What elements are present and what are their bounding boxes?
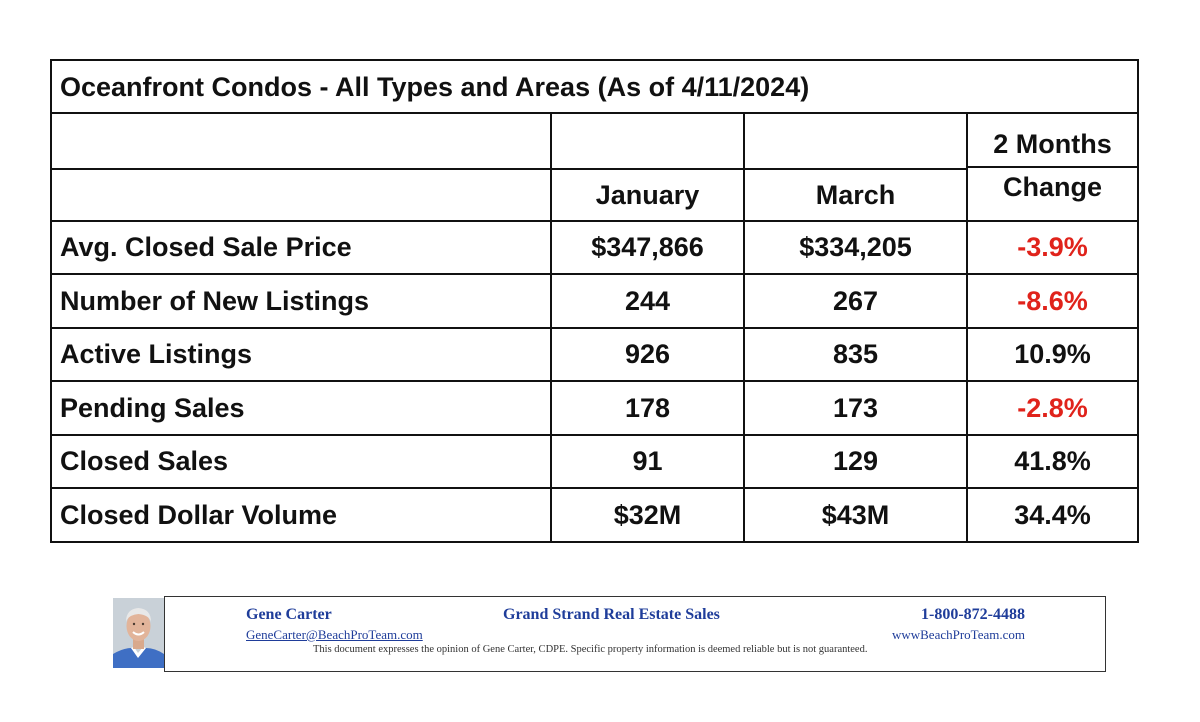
row-january-value: 244 xyxy=(552,275,745,329)
row-march-value: 173 xyxy=(745,382,968,436)
row-march-value: 129 xyxy=(745,436,968,489)
row-label: Closed Sales xyxy=(52,436,552,489)
row-march-value: $43M xyxy=(745,489,968,541)
row-january-value: 178 xyxy=(552,382,745,436)
company-name: Grand Strand Real Estate Sales xyxy=(503,606,720,623)
market-stats-table: Oceanfront Condos - All Types and Areas … xyxy=(50,59,1139,543)
header-change-line1: 2 Months xyxy=(968,114,1137,168)
website-link[interactable]: wwwBeachProTeam.com xyxy=(891,627,1025,642)
row-march-value: 835 xyxy=(745,329,968,382)
row-change-value: 10.9% xyxy=(968,329,1137,382)
header-label-blank xyxy=(52,168,552,222)
phone-number[interactable]: 1-800-872-4488 xyxy=(921,606,1025,623)
row-january-value: $347,866 xyxy=(552,222,745,275)
disclaimer-text: This document expresses the opinion of G… xyxy=(313,644,868,655)
header-empty-march xyxy=(745,114,968,168)
agent-photo xyxy=(113,598,164,668)
header-empty-label xyxy=(52,114,552,168)
header-march: March xyxy=(745,168,968,222)
row-january-value: 926 xyxy=(552,329,745,382)
row-change-value: -2.8% xyxy=(968,382,1137,436)
agent-name: Gene Carter xyxy=(246,606,332,623)
row-label: Number of New Listings xyxy=(52,275,552,329)
row-change-value: 41.8% xyxy=(968,436,1137,489)
row-change-value: -3.9% xyxy=(968,222,1137,275)
row-january-value: 91 xyxy=(552,436,745,489)
header-january: January xyxy=(552,168,745,222)
row-label: Avg. Closed Sale Price xyxy=(52,222,552,275)
stats-grid: 2 Months January March Change Avg. Close… xyxy=(52,114,1137,541)
agent-footer-banner: Gene Carter Grand Strand Real Estate Sal… xyxy=(113,596,1106,672)
agent-contact-box: Gene Carter Grand Strand Real Estate Sal… xyxy=(164,596,1106,672)
row-march-value: 267 xyxy=(745,275,968,329)
row-march-value: $334,205 xyxy=(745,222,968,275)
email-link[interactable]: GeneCarter@BeachProTeam.com xyxy=(246,627,423,642)
table-title: Oceanfront Condos - All Types and Areas … xyxy=(52,61,1137,114)
row-january-value: $32M xyxy=(552,489,745,541)
row-change-value: 34.4% xyxy=(1014,499,1091,530)
row-change-value: -8.6% xyxy=(968,275,1137,329)
row-label: Active Listings xyxy=(52,329,552,382)
row-label: Pending Sales xyxy=(52,382,552,436)
header-empty-january xyxy=(552,114,745,168)
header-change-line2: Change xyxy=(968,168,1137,222)
row-label: Closed Dollar Volume xyxy=(52,489,552,541)
